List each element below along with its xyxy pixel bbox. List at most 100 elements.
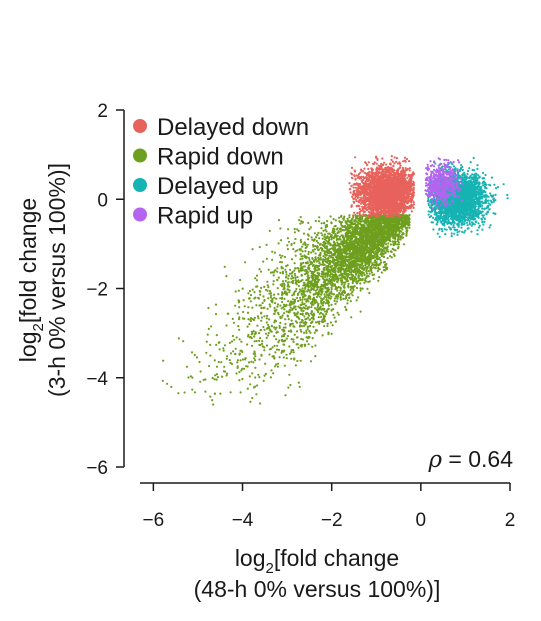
data-point [256,324,259,327]
data-point [471,222,474,225]
data-point [320,315,323,318]
data-point [427,194,430,197]
data-point [213,378,216,381]
data-point [452,173,455,176]
data-point [450,234,453,238]
data-point [261,342,264,345]
data-point [243,305,246,308]
data-point [435,190,438,193]
data-point [463,175,466,178]
data-point [300,240,303,244]
data-point [451,168,454,171]
data-point [429,164,432,168]
data-point [254,359,257,362]
data-point [458,198,462,201]
data-point [187,376,190,379]
data-point [292,276,295,279]
data-point [440,227,443,231]
data-point [492,198,495,201]
data-point [251,288,254,291]
data-point [432,174,436,177]
data-point [478,202,482,205]
data-point [313,232,316,235]
data-point [330,286,333,289]
data-point [239,391,242,394]
data-point [481,221,484,224]
data-point [310,306,313,309]
data-point [170,385,173,388]
data-point [430,221,433,224]
data-point [483,217,486,220]
data-point [474,214,477,217]
data-point [433,196,436,199]
data-point [322,255,325,258]
data-point [462,215,465,218]
data-point [489,203,492,206]
data-point [277,219,281,222]
data-point [342,217,345,220]
data-point [273,335,276,338]
data-point [334,246,337,249]
data-point [456,202,459,205]
data-point [435,223,438,226]
data-point [465,176,469,179]
data-point [429,160,432,163]
data-point [448,207,451,210]
data-point [284,339,287,342]
data-point [246,335,250,338]
data-point [474,176,477,179]
data-point [425,189,428,193]
data-point [273,306,276,310]
data-point [493,183,496,186]
data-point [492,212,495,215]
data-point [265,257,268,260]
data-point [474,200,477,203]
data-point [440,167,443,171]
data-point [443,228,446,231]
data-point [483,207,486,210]
data-point [255,304,258,307]
data-point [300,325,304,328]
data-point [301,298,304,301]
data-point [466,184,469,187]
data-point [457,225,460,228]
data-point [330,222,333,225]
data-point [472,193,475,196]
data-point [255,393,258,396]
data-point [444,205,447,208]
data-point [433,160,436,163]
data-point [443,195,446,198]
data-point [445,228,448,231]
data-point [460,208,463,211]
data-point [321,270,324,273]
data-point [453,188,456,191]
data-point [457,209,460,212]
data-point [214,303,218,306]
data-point [215,365,219,368]
data-point [339,277,342,280]
data-point [469,202,472,205]
data-point [290,258,294,261]
data-point [440,188,443,191]
data-point [451,181,454,184]
data-point [276,270,279,273]
data-point [475,192,478,195]
data-point [467,206,470,209]
data-point [462,223,466,226]
data-point [476,164,479,167]
data-point [323,325,326,328]
data-point [459,210,462,214]
data-point [458,206,461,209]
data-point [437,169,440,172]
data-point [289,383,292,387]
data-point [279,239,283,242]
data-point [439,204,443,207]
data-point [481,228,484,231]
data-point [506,193,509,197]
data-point [282,303,286,306]
data-point [436,175,439,178]
data-point [297,381,300,384]
data-point [247,318,250,321]
data-point [306,243,309,246]
data-point [460,193,463,196]
